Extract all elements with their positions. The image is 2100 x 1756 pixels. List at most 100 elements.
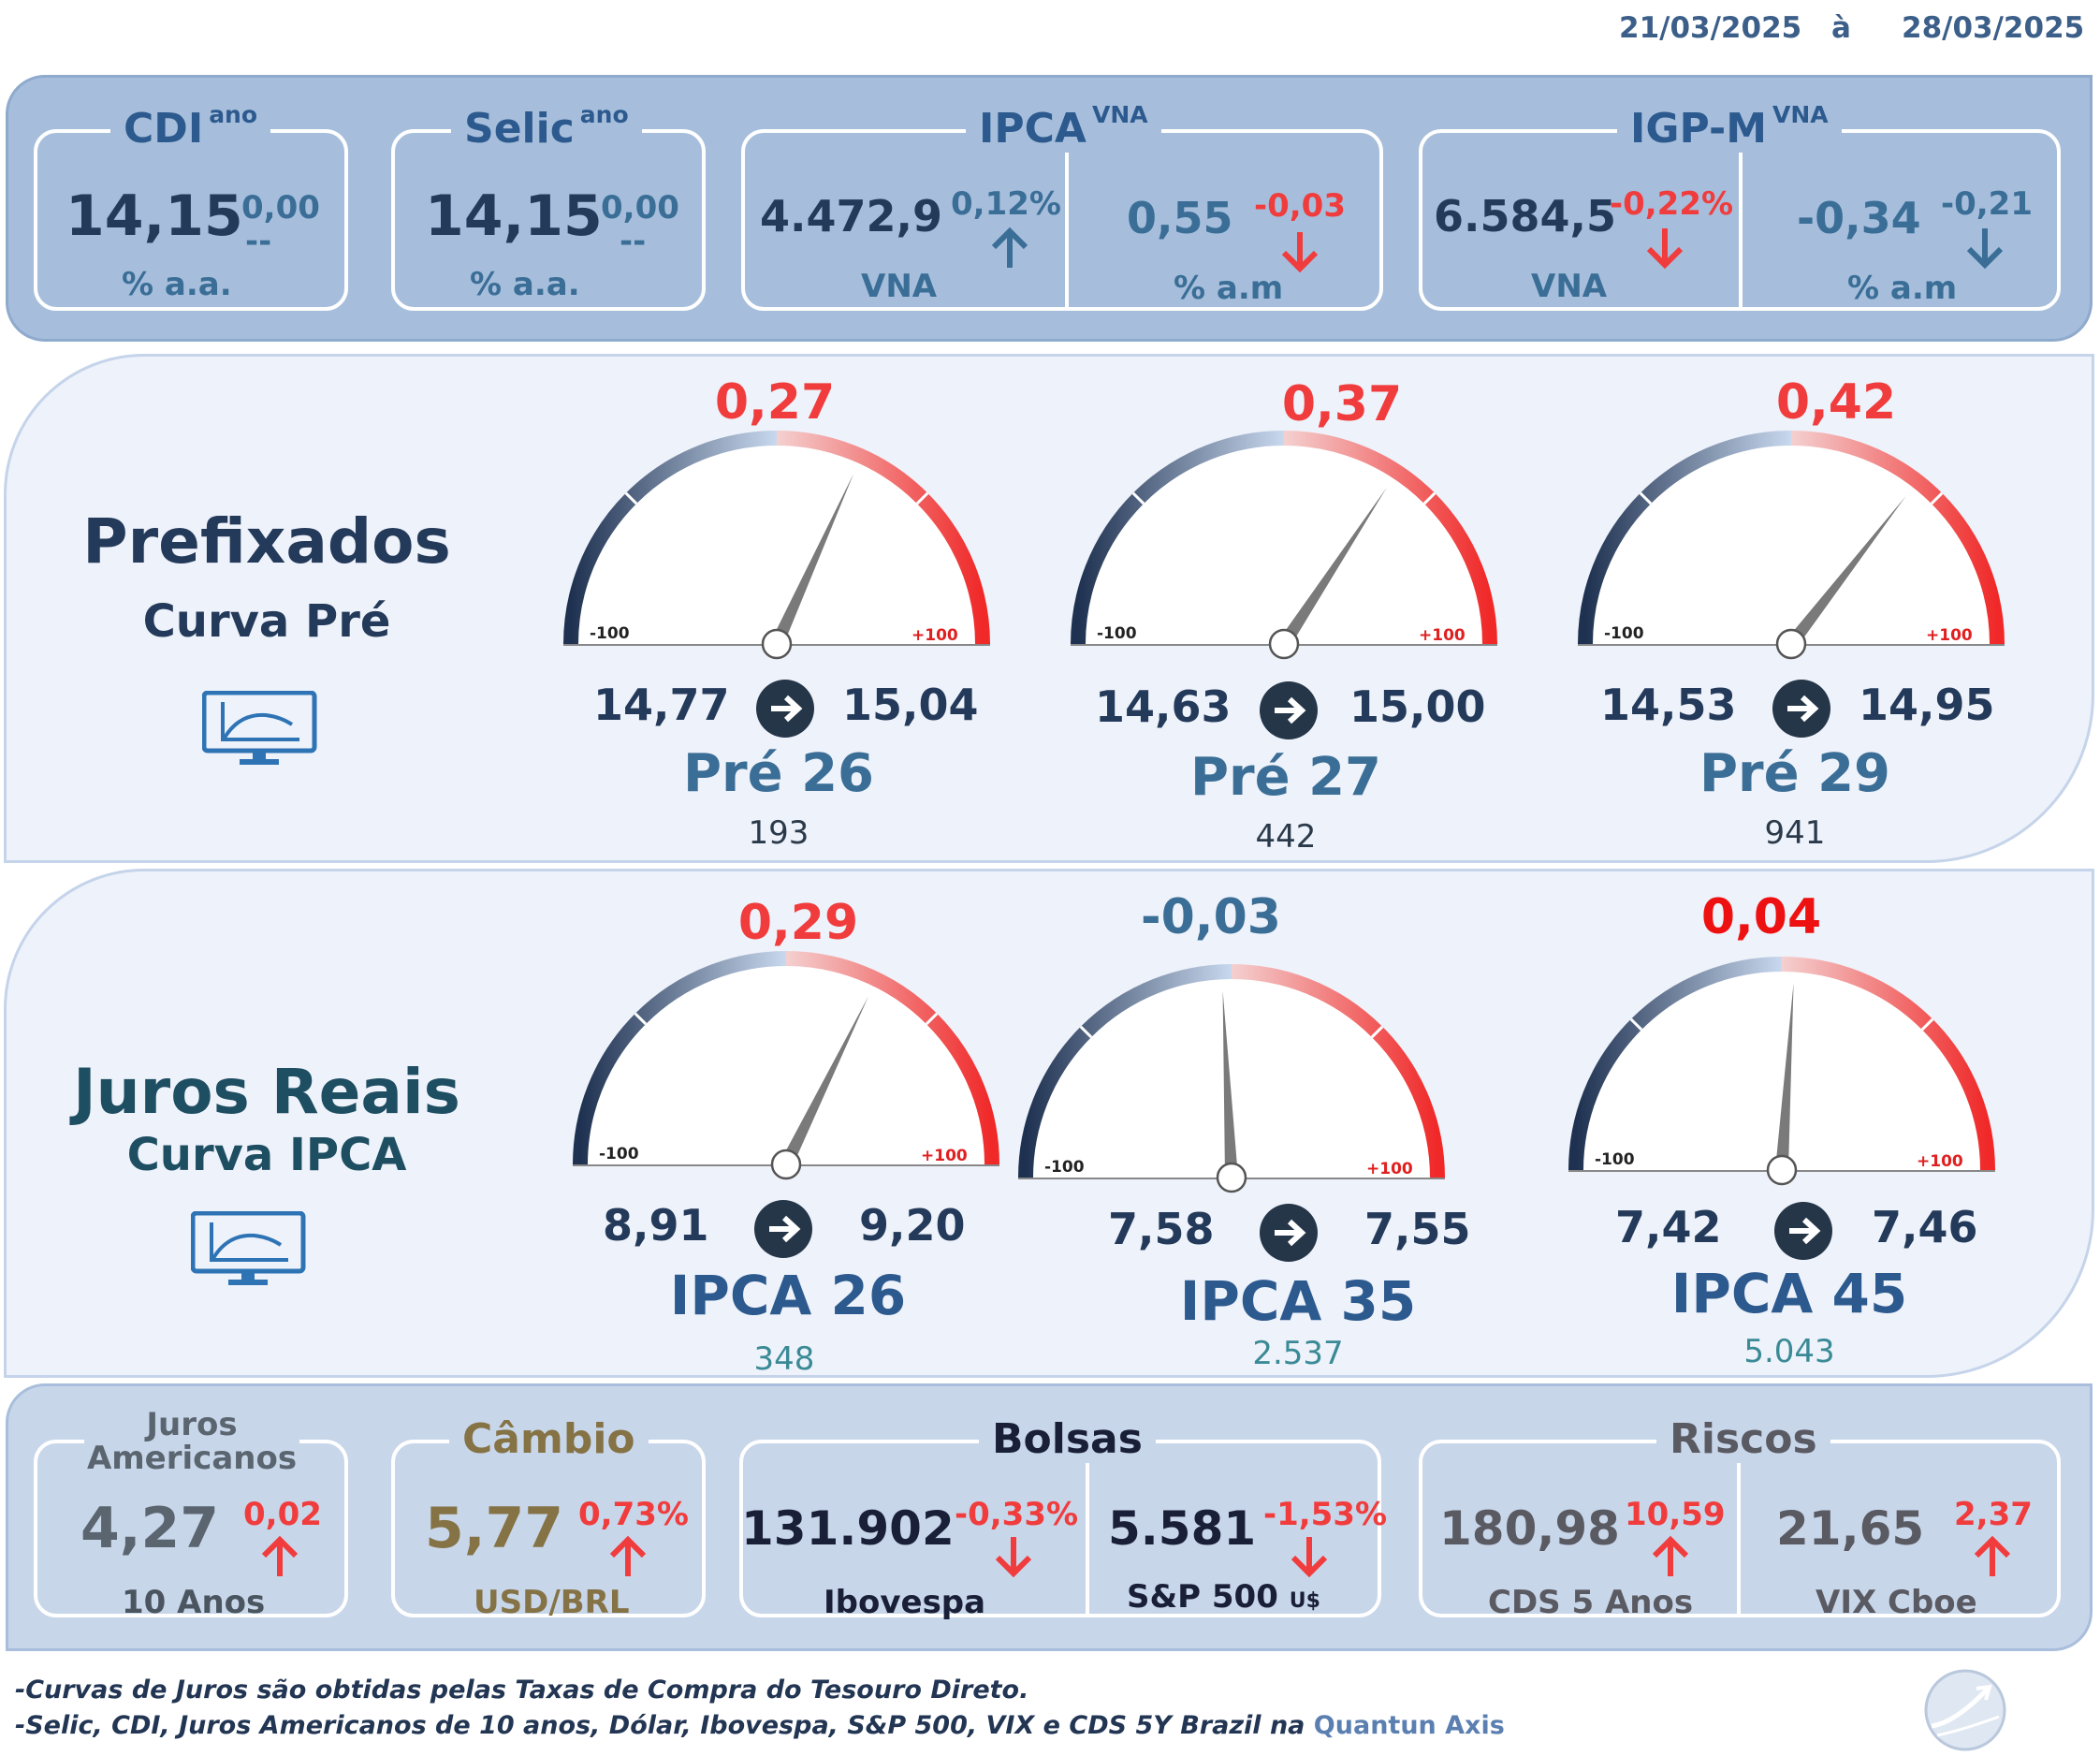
- gauge-tick: [1131, 491, 1145, 505]
- ibovespa-value: 131.902: [741, 1501, 955, 1556]
- selic-value: 14,15: [425, 183, 603, 249]
- ipca-vna-value: 4.472,9: [760, 191, 942, 241]
- gauge-hub: [1216, 1162, 1247, 1193]
- gauge-count: 442: [1255, 818, 1317, 856]
- gauge-min-label: -100: [590, 624, 630, 643]
- gauge-to: 7,46: [1872, 1202, 1978, 1252]
- gauge-dial: -100 +100: [1578, 431, 2005, 660]
- vix-label: VIX Cboe: [1816, 1584, 1977, 1621]
- arrow-down-icon: [1646, 228, 1684, 270]
- gauge-tick: [634, 1012, 648, 1026]
- gauge-face: [1018, 964, 1445, 1178]
- gauge-from: 7,58: [1108, 1204, 1215, 1254]
- gauge-tick: [1079, 1025, 1093, 1039]
- arrow-down-icon: [1291, 1537, 1328, 1578]
- gauge-tick: [1920, 1017, 1934, 1032]
- gauge-to: 7,55: [1364, 1204, 1471, 1254]
- gauge-hub: [1775, 628, 1807, 660]
- cdi-value: 14,15: [66, 183, 243, 249]
- arrow-right-icon: [1260, 681, 1318, 739]
- gauge-count: 348: [753, 1340, 815, 1378]
- gauge-max-label: +100: [911, 626, 958, 645]
- gauge-name: Pré 27: [1189, 747, 1382, 808]
- gauge-hub: [761, 628, 793, 660]
- arrow-right-icon: [1260, 1204, 1318, 1262]
- arrow-right-icon: [756, 680, 814, 738]
- vix-value: 21,65: [1776, 1501, 1925, 1556]
- gauge-from: 14,77: [593, 680, 730, 730]
- riscos-title: Riscos: [1656, 1415, 1830, 1463]
- gauge-ipca-35: -0,03 -100 +100 7,58 7,55 IPCA 35 2.537: [1014, 889, 1471, 1376]
- gauge-dial: -100 +100: [1018, 964, 1445, 1193]
- juros-americanos-value: 4,27: [80, 1496, 220, 1561]
- gauge-tick: [915, 491, 929, 505]
- ipca-vna-change: 0,12%: [951, 185, 1061, 223]
- gauge-needle: [770, 473, 854, 647]
- gauge-face: [573, 951, 999, 1164]
- gauge-needle: [1278, 487, 1387, 648]
- vix-change: 2,37: [1954, 1496, 2033, 1533]
- cdi-change: 0,00: [241, 189, 320, 227]
- gauge-to: 14,95: [1859, 680, 1995, 730]
- gauge-face: [1071, 431, 1497, 644]
- gauge-name: IPCA 26: [669, 1264, 907, 1327]
- cds-value: 180,98: [1439, 1501, 1620, 1556]
- gauge-hub: [1766, 1154, 1798, 1186]
- gauge-min-label: -100: [1097, 624, 1137, 643]
- sp500-change: -1,53%: [1263, 1496, 1388, 1533]
- ibovespa-change: -0,33%: [955, 1496, 1079, 1533]
- gauge-rim: [563, 431, 990, 645]
- gauge-tick: [1639, 491, 1653, 505]
- gauge-name: Pré 29: [1699, 743, 1891, 804]
- riscos-divider: [1737, 1443, 1741, 1614]
- gauge-tick: [624, 491, 638, 505]
- gauge-rim: [1568, 957, 1995, 1171]
- date-to: 28/03/2025: [1902, 11, 2085, 45]
- gauge-pre-27: 0,37 -100 +100 14,63 15,00 Pré 27 442: [1067, 376, 1516, 863]
- juros-reais-subtitle: Curva IPCA: [126, 1129, 407, 1181]
- ipca-am-value: 0,55: [1127, 193, 1233, 243]
- cdi-dash: --: [245, 223, 272, 260]
- gauge-tick: [1930, 491, 1944, 505]
- gauge-from: 7,42: [1615, 1202, 1722, 1252]
- ibovespa-label: Ibovespa: [824, 1584, 986, 1621]
- gauge-name: Pré 26: [682, 743, 875, 804]
- gauge-max-label: +100: [1419, 626, 1466, 645]
- gauge-dial: -100 +100: [563, 431, 990, 660]
- gauge-tick: [925, 1012, 939, 1026]
- date-separator: à: [1831, 11, 1851, 45]
- gauge-needle: [780, 996, 868, 1168]
- gauge-tick: [1370, 1025, 1384, 1039]
- gauge-rim: [1018, 964, 1445, 1178]
- igpm-vna-change: -0,22%: [1610, 185, 1734, 223]
- cdi-title: CDI ano: [110, 101, 271, 153]
- arrow-up-icon: [1652, 1535, 1689, 1576]
- cambio-change: 0,73%: [578, 1496, 689, 1533]
- gauge-from: 8,91: [603, 1200, 709, 1251]
- ipca-vna-label: VNA: [861, 268, 938, 305]
- gauge-face: [1578, 431, 2005, 644]
- gauge-to: 15,04: [842, 680, 979, 730]
- gauge-face: [1568, 957, 1995, 1170]
- selic-change: 0,00: [601, 189, 679, 227]
- gauge-needle: [1786, 495, 1906, 649]
- igpm-am-label: % a.m: [1847, 270, 1958, 307]
- cambio-value: 5,77: [425, 1496, 564, 1561]
- quantun-axis-logo-icon: [1924, 1669, 2006, 1751]
- gauge-delta: 0,42: [1775, 374, 1897, 431]
- gauge-rim: [1578, 431, 2005, 645]
- footer-note-1: -Curvas de Juros são obtidas pelas Taxas…: [15, 1676, 1029, 1705]
- gauge-count: 941: [1764, 814, 1826, 852]
- juros-americanos-title: Juros Americanos: [84, 1408, 299, 1475]
- igpm-vna-label: VNA: [1531, 268, 1608, 305]
- igpm-am-change: -0,21: [1941, 185, 2033, 223]
- gauge-from: 14,53: [1600, 680, 1737, 730]
- arrow-down-icon: [1966, 228, 2004, 270]
- gauge-hub: [770, 1149, 802, 1180]
- gauge-to: 9,20: [859, 1200, 966, 1251]
- igpm-divider: [1739, 133, 1743, 307]
- gauge-min-label: -100: [1604, 624, 1644, 643]
- gauge-delta: 0,29: [737, 895, 859, 951]
- monitor-chart-icon: [202, 691, 317, 765]
- gauge-pre-26: 0,27 -100 +100 14,77 15,04 Pré 26 193: [560, 374, 1009, 861]
